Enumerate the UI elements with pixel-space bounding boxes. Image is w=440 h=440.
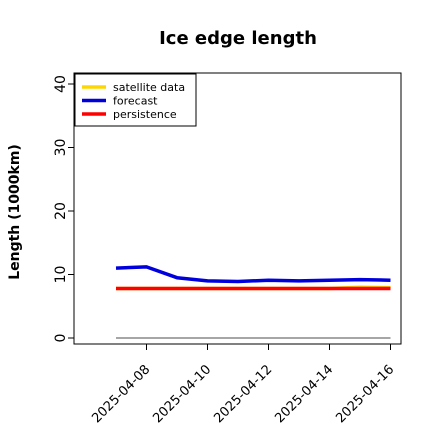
- x-tick-label: 2025-04-08: [89, 362, 153, 426]
- chart-title: Ice edge length: [159, 28, 317, 49]
- y-axis-label: Length (1000km): [7, 144, 23, 280]
- x-tick-label: 2025-04-12: [211, 362, 275, 426]
- axes: 0102030402025-04-082025-04-102025-04-122…: [53, 75, 397, 426]
- y-tick-label: 40: [53, 75, 69, 93]
- x-tick-label: 2025-04-10: [150, 362, 214, 426]
- plot-frame: [73, 72, 402, 345]
- series-layer: [115, 265, 391, 339]
- y-tick-label: 20: [53, 202, 69, 220]
- x-tick-label: 2025-04-14: [272, 362, 336, 426]
- y-tick-label: 30: [53, 139, 69, 157]
- y-tick-label: 0: [53, 334, 69, 343]
- series-line-forecast: [115, 265, 391, 284]
- legend-label: satellite data: [113, 81, 185, 94]
- x-tick-label: 2025-04-16: [333, 362, 397, 426]
- y-tick-label: 10: [53, 266, 69, 284]
- legend-label: forecast: [113, 94, 158, 107]
- legend-label: persistence: [113, 108, 177, 121]
